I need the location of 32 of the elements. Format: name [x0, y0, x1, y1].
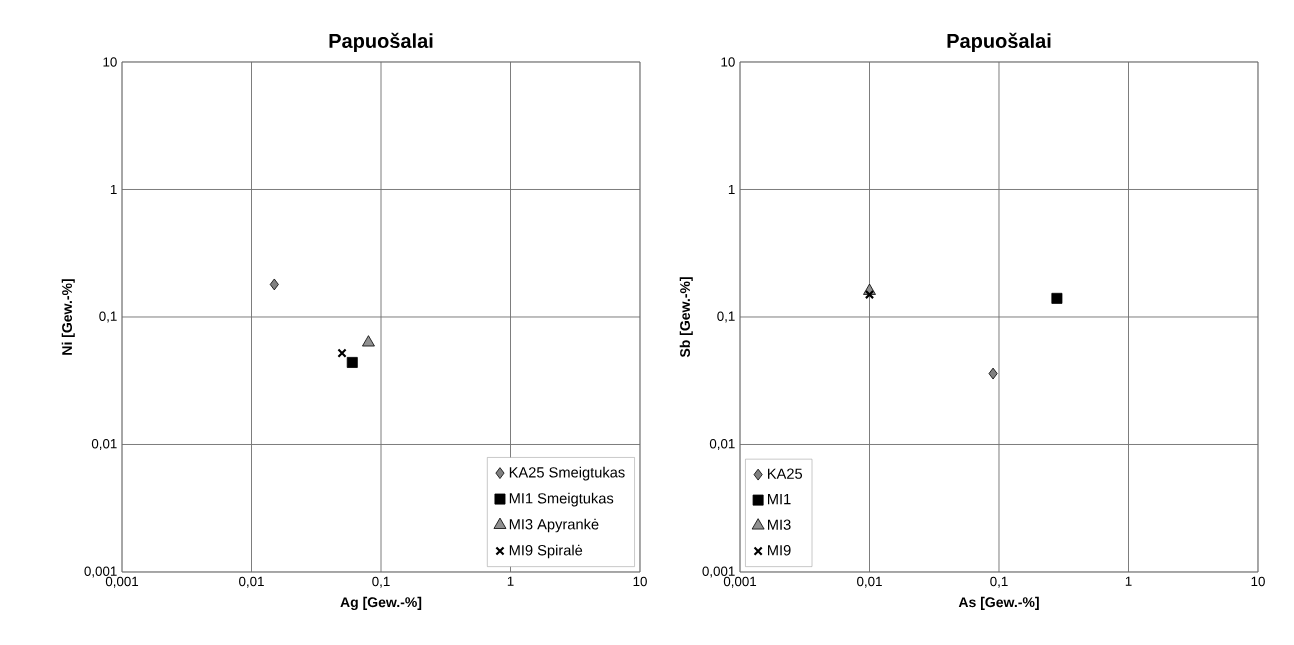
x-tick-label: 0,01	[239, 576, 264, 588]
x-axis-title: Ag [Gew.-%]	[340, 596, 422, 610]
x-tick-label: 1	[507, 576, 514, 586]
chart-title: Papuošalai	[329, 32, 433, 52]
x-tick-label: 0,1	[372, 576, 390, 588]
legend-label: KA25	[768, 468, 803, 479]
x-tick-label: 10	[1251, 576, 1265, 587]
y-tick-label: 0,1	[99, 311, 117, 323]
legend-label: MI1 Smeigtukas	[509, 492, 614, 507]
y-tick-label: 1	[110, 184, 117, 195]
legend-label: MI3 Apyrankė	[509, 518, 599, 533]
y-axis-title: Ni [Gew.-%]	[61, 279, 75, 355]
y-tick-label: 0,001	[84, 566, 117, 578]
x-tick-label: 0,1	[990, 576, 1008, 588]
y-tick-label: 0,01	[709, 438, 735, 451]
x-tick-label: 0,01	[857, 576, 882, 588]
chart-title: Papuošalai	[947, 32, 1051, 52]
x-tick-label: 10	[633, 576, 647, 587]
x-tick-label: 1	[1125, 576, 1132, 586]
y-tick-label: 1	[728, 184, 735, 195]
y-tick-label: 10	[103, 57, 117, 67]
y-tick-label: 0,001	[702, 566, 735, 578]
x-axis-title: As [Gew.-%]	[958, 596, 1039, 610]
y-tick-label: 10	[721, 57, 735, 67]
y-axis-title: Sb [Gew.-%]	[679, 277, 693, 358]
legend-label: MI9 Spiralė	[509, 544, 583, 559]
legend-label: MI3	[768, 519, 791, 530]
y-tick-label: 0,01	[91, 438, 117, 451]
y-tick-label: 0,1	[717, 311, 735, 323]
legend-label: MI1	[768, 494, 791, 505]
legend-label: KA25 Smeigtukas	[509, 466, 625, 481]
legend-label: MI9	[768, 545, 791, 556]
